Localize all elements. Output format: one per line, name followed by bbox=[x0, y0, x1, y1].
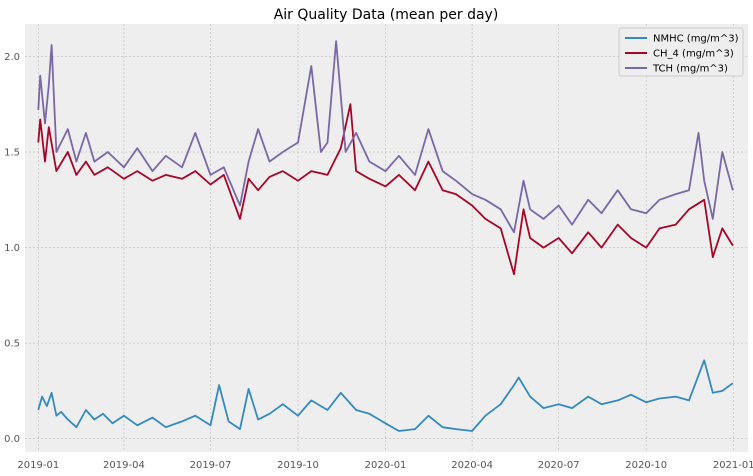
legend-label-2: CH_4 (mg/m^3) bbox=[653, 49, 734, 60]
grid-layer bbox=[25, 24, 748, 452]
legend-items: NMHC (mg/m^3) CH_4 (mg/m^3) TCH (mg/m^3) bbox=[625, 34, 739, 75]
x-tick-layer: 2019-01 2019-04 2019-07 2019-10 2020-01 2020-… bbox=[17, 460, 753, 471]
x-tick-label: 2019-07 bbox=[190, 460, 232, 471]
series-layer bbox=[37, 40, 734, 432]
chart-title: Air Quality Data (mean per day) bbox=[274, 7, 499, 23]
y-tick-label: 2.0 bbox=[4, 52, 20, 63]
series-line-2 bbox=[37, 103, 734, 276]
x-tick-label: 2020-07 bbox=[538, 460, 580, 471]
y-tick-label: 0.5 bbox=[4, 339, 20, 350]
x-tick-label: 2019-04 bbox=[103, 460, 145, 471]
x-tick-label: 2021-01 bbox=[713, 460, 753, 471]
y-tick-layer: 0.0 0.5 1.0 1.5 2.0 bbox=[4, 52, 20, 445]
y-tick-label: 0.0 bbox=[4, 434, 20, 445]
plot-area bbox=[25, 24, 748, 452]
legend-label-1: NMHC (mg/m^3) bbox=[653, 34, 739, 45]
series-line-3 bbox=[37, 40, 734, 234]
y-tick-label: 1.5 bbox=[4, 148, 20, 159]
x-tick-label: 2019-10 bbox=[277, 460, 319, 471]
x-tick-label: 2020-10 bbox=[625, 460, 667, 471]
legend-box bbox=[618, 27, 744, 77]
x-tick-label: 2019-01 bbox=[17, 460, 59, 471]
y-tick-label: 1.0 bbox=[4, 243, 20, 254]
legend-label-3: TCH (mg/m^3) bbox=[652, 64, 728, 75]
x-tick-label: 2020-04 bbox=[451, 460, 493, 471]
legend: NMHC (mg/m^3) CH_4 (mg/m^3) TCH (mg/m^3) bbox=[618, 27, 744, 77]
series-line-1 bbox=[37, 359, 734, 432]
x-tick-label: 2020-01 bbox=[365, 460, 407, 471]
